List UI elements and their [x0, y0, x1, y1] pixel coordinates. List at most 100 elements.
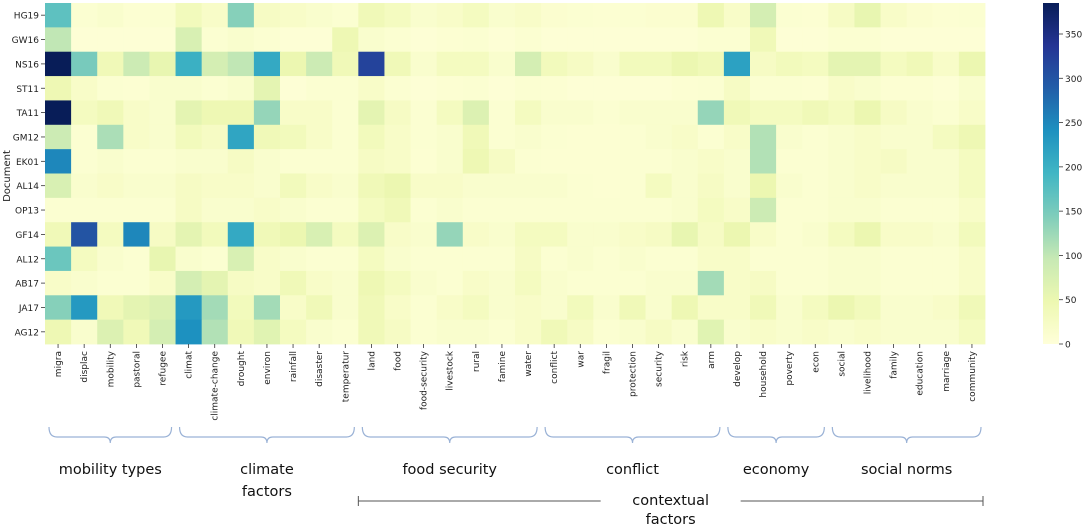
heatmap-cell-NS16-conflict — [541, 51, 568, 77]
heatmap-cell-AL12-temperatur — [332, 246, 359, 272]
heatmap-cell-AB17-rainfall — [280, 270, 307, 296]
heatmap-cell-GW16-arm — [697, 27, 725, 53]
heatmap-cell-JA17-war — [567, 295, 594, 321]
heatmap-cell-AL14-climat — [175, 173, 203, 199]
heatmap-cell-GM12-pastoral — [123, 124, 150, 150]
heatmap-cell-EK01-econ — [802, 149, 829, 174]
heatmap-cell-OP13-rural — [462, 197, 490, 223]
heatmap-cell-OP13-pastoral — [123, 197, 150, 223]
heatmap-cell-TA11-risk — [671, 100, 699, 126]
row-label-GW16: GW16 — [12, 36, 40, 46]
heatmap-cell-EK01-food — [384, 149, 411, 174]
heatmap-cell-AL14-famine — [488, 173, 516, 199]
heatmap-cell-AL14-education — [906, 173, 934, 199]
heatmap-cell-NS16-migra — [45, 51, 72, 77]
heatmap-cell-AL12-security — [645, 246, 673, 272]
heatmap-cell-AL14-econ — [802, 173, 829, 199]
heatmap-cell-AL12-mobility — [97, 246, 124, 272]
heatmap-cell-NS16-develop — [723, 51, 751, 77]
heatmap-cell-NS16-protection — [619, 51, 646, 77]
heatmap-cell-OP13-livestock — [436, 197, 464, 223]
heatmap-cell-AL14-household — [750, 173, 777, 199]
heatmap-cell-GW16-conflict — [541, 27, 568, 53]
heatmap-cell-JA17-marriage — [932, 295, 960, 321]
heatmap-cell-GW16-environ — [253, 27, 281, 53]
column-label-family: family — [890, 350, 900, 378]
heatmap-cell-JA17-security — [645, 295, 673, 321]
heatmap-cell-TA11-community — [958, 100, 986, 126]
heatmap-cell-HG19-education — [906, 3, 934, 28]
heatmap-cell-AG12-econ — [802, 319, 829, 345]
heatmap-cell-AB17-marriage — [932, 270, 960, 296]
heatmap-cell-GM12-mobility — [97, 124, 124, 150]
heatmap-cell-GF14-pastoral — [123, 222, 150, 247]
heatmap-cell-AG12-family — [880, 319, 908, 345]
heatmap-cell-GW16-marriage — [932, 27, 960, 53]
heatmap-cell-GW16-rural — [462, 27, 490, 53]
heatmap-cell-EK01-famine — [488, 149, 516, 174]
heatmap-cell-GM12-econ — [802, 124, 829, 150]
heatmap-cell-GM12-marriage — [932, 124, 960, 150]
heatmap-cell-HG19-livelihood — [854, 3, 881, 28]
heatmap-cell-GF14-fragil — [593, 222, 620, 247]
column-label-household: household — [759, 351, 769, 398]
heatmap-cell-AL14-environ — [253, 173, 281, 199]
group-brace-2 — [361, 426, 538, 444]
heatmap-cell-HG19-rural — [462, 3, 490, 28]
heatmap-cell-EK01-war — [567, 149, 594, 174]
row-label-ST11: ST11 — [16, 85, 39, 95]
heatmap-cell-AB17-develop — [723, 270, 751, 296]
heatmap-cell-AL14-food-security — [410, 173, 438, 199]
heatmap-cell-AG12-land — [358, 319, 385, 345]
heatmap-cell-OP13-climate-change — [201, 197, 229, 223]
heatmap-cell-AL12-refugee — [149, 246, 176, 272]
heatmap-cell-GW16-water — [515, 27, 542, 53]
heatmap-cell-GW16-risk — [671, 27, 699, 53]
heatmap-cell-EK01-land — [358, 149, 385, 174]
heatmap-cell-EK01-livestock — [436, 149, 464, 174]
heatmap-cell-GW16-mobility — [97, 27, 124, 53]
heatmap-cell-HG19-war — [567, 3, 594, 28]
heatmap-cell-ST11-food — [384, 76, 411, 101]
heatmap-cell-AL14-refugee — [149, 173, 176, 199]
heatmap-cell-GF14-water — [515, 222, 542, 247]
heatmap-cell-NS16-marriage — [932, 51, 960, 77]
heatmap-cell-JA17-displac — [71, 295, 98, 321]
group-label-2: food security — [402, 462, 497, 478]
heatmap-cell-NS16-household — [750, 51, 777, 77]
heatmap-cell-TA11-family — [880, 100, 908, 126]
column-label-pastoral: pastoral — [132, 351, 142, 388]
colorbar-tick-label: 250 — [1065, 119, 1082, 129]
heatmap-cell-GM12-land — [358, 124, 385, 150]
heatmap-cell-AG12-mobility — [97, 319, 124, 345]
heatmap-cell-HG19-mobility — [97, 3, 124, 28]
heatmap-cell-AL14-protection — [619, 173, 646, 199]
heatmap-cell-GF14-environ — [253, 222, 281, 247]
heatmap-cell-AB17-pastoral — [123, 270, 150, 296]
heatmap-cell-GW16-community — [958, 27, 986, 53]
heatmap-cell-HG19-security — [645, 3, 673, 28]
heatmap-cell-ST11-temperatur — [332, 76, 359, 101]
heatmap-cell-HG19-household — [750, 3, 777, 28]
heatmap-cell-EK01-household — [750, 149, 777, 174]
column-label-food: food — [394, 351, 404, 371]
heatmap-cell-ST11-poverty — [776, 76, 803, 101]
heatmap-cell-OP13-migra — [45, 197, 72, 223]
heatmap-cell-TA11-temperatur — [332, 100, 359, 126]
heatmap-cell-AL14-fragil — [593, 173, 620, 199]
heatmap-cell-AL12-protection — [619, 246, 646, 272]
heatmap-cell-TA11-security — [645, 100, 673, 126]
heatmap-cell-GW16-family — [880, 27, 908, 53]
heatmap-cell-HG19-arm — [697, 3, 725, 28]
heatmap-cell-GF14-education — [906, 222, 934, 247]
heatmap-cell-ST11-develop — [723, 76, 751, 101]
heatmap-cell-HG19-develop — [723, 3, 751, 28]
heatmap-cell-AL12-community — [958, 246, 986, 272]
heatmap-cell-NS16-disaster — [306, 51, 333, 77]
heatmap-cell-ST11-arm — [697, 76, 725, 101]
heatmap-cell-OP13-social — [828, 197, 855, 223]
heatmap-cell-OP13-arm — [697, 197, 725, 223]
heatmap-cell-GF14-rainfall — [280, 222, 307, 247]
heatmap-cell-GF14-poverty — [776, 222, 803, 247]
heatmap-cell-ST11-war — [567, 76, 594, 101]
